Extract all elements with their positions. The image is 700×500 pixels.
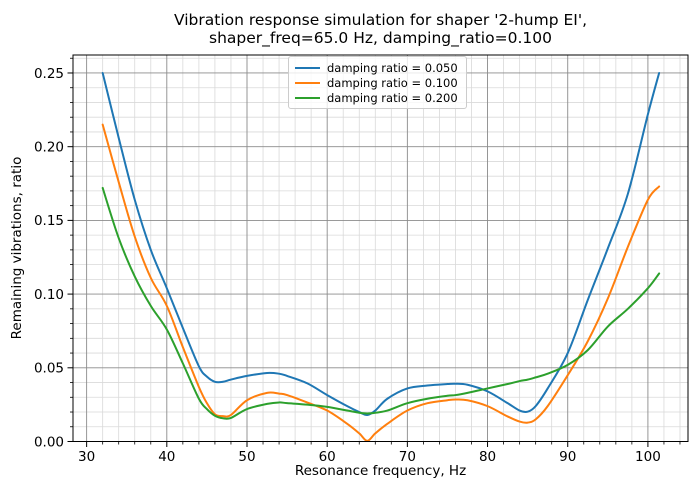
x-tick-label: 30 [78,449,95,465]
x-tick-label: 40 [158,449,175,465]
y-tick-label: 0.10 [34,287,64,303]
legend-entry: damping ratio = 0.100 [295,75,458,90]
y-axis-label: Remaining vibrations, ratio [9,156,25,340]
plot-border [72,54,689,442]
chart-title: Vibration response simulation for shaper… [73,11,688,47]
x-tick-label: 60 [319,449,336,465]
legend-entry: damping ratio = 0.200 [295,90,458,105]
series-line-1 [101,123,661,442]
y-tick-label: 0.00 [34,434,64,450]
legend-entry-label: damping ratio = 0.200 [327,90,458,105]
x-tick-label: 50 [238,449,255,465]
legend-line-sample [295,66,320,69]
x-axis-label: Resonance frequency, Hz [294,463,467,479]
legend-line-sample [295,81,320,84]
chart-title-line1: Vibration response simulation for shaper… [173,11,588,29]
legend-line-sample [295,96,320,99]
series-line-0 [101,71,661,416]
y-tick-label: 0.20 [34,139,64,155]
series-line-2 [101,186,661,420]
legend-entry-label: damping ratio = 0.100 [327,75,458,90]
y-tick-label: 0.25 [34,66,64,82]
x-tick-label: 100 [635,449,661,465]
legend: damping ratio = 0.050 damping ratio = 0.1… [288,56,467,109]
legend-entry: damping ratio = 0.050 [295,60,458,75]
y-tick-label: 0.15 [34,213,64,229]
x-tick-label: 70 [399,449,416,465]
x-tick-label: 80 [479,449,496,465]
y-tick-label: 0.05 [34,361,64,377]
x-tick-label: 90 [559,449,576,465]
legend-entry-label: damping ratio = 0.050 [327,60,458,75]
chart-title-line2: shaper_freq=65.0 Hz, damping_ratio=0.100 [209,29,552,47]
